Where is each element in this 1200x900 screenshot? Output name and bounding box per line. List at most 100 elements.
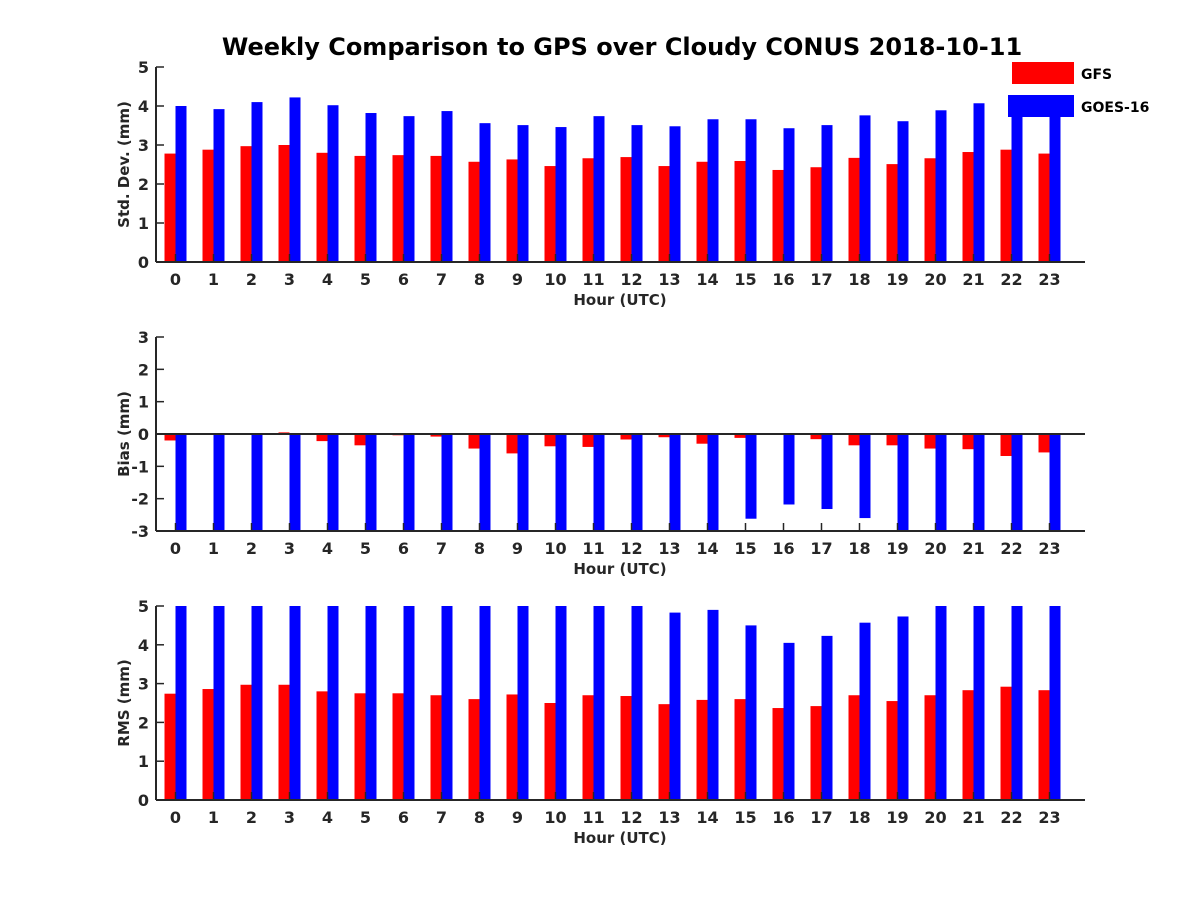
xtick-label-bias-1: 1	[208, 539, 219, 558]
bar-bias-gfs-10	[544, 434, 556, 447]
xtick-label-std-19: 19	[886, 270, 908, 289]
bar-std-goes-16-2	[251, 102, 263, 262]
bar-rms-goes-16-16	[783, 642, 795, 800]
xtick-label-rms-20: 20	[924, 808, 946, 827]
bar-std-gfs-10	[544, 166, 556, 262]
ytick-label-rms-1: 1	[138, 752, 149, 771]
bar-bias-gfs-15	[734, 434, 746, 438]
bar-rms-gfs-6	[392, 693, 404, 800]
bar-std-gfs-15	[734, 160, 746, 262]
bar-rms-goes-16-10	[555, 606, 567, 800]
bar-bias-goes-16-10	[555, 434, 567, 531]
bar-bias-gfs-18	[848, 434, 860, 446]
bar-rms-gfs-12	[620, 696, 632, 800]
xtick-label-bias-10: 10	[544, 539, 566, 558]
xtick-label-rms-6: 6	[398, 808, 409, 827]
bar-std-goes-16-0	[175, 106, 187, 262]
bar-bias-goes-16-9	[517, 434, 529, 531]
bar-std-gfs-14	[696, 161, 708, 262]
bar-bias-gfs-17	[810, 434, 822, 440]
bar-rms-goes-16-19	[897, 616, 909, 800]
xtick-label-rms-21: 21	[962, 808, 984, 827]
ytick-label-bias--3: -3	[131, 522, 149, 541]
bar-rms-gfs-22	[1000, 686, 1012, 800]
xtick-label-rms-12: 12	[620, 808, 642, 827]
xtick-label-std-3: 3	[284, 270, 295, 289]
xtick-label-bias-16: 16	[772, 539, 794, 558]
bar-bias-gfs-4	[316, 434, 328, 442]
bar-rms-gfs-23	[1038, 690, 1050, 800]
xtick-label-rms-11: 11	[582, 808, 604, 827]
bar-rms-goes-16-21	[973, 606, 985, 800]
xtick-label-bias-5: 5	[360, 539, 371, 558]
xtick-label-std-13: 13	[658, 270, 680, 289]
bar-rms-gfs-7	[430, 695, 442, 800]
xtick-label-rms-7: 7	[436, 808, 447, 827]
bar-std-gfs-22	[1000, 149, 1012, 262]
xtick-label-bias-19: 19	[886, 539, 908, 558]
bar-rms-gfs-20	[924, 695, 936, 800]
ytick-label-bias--1: -1	[131, 457, 149, 476]
bar-bias-goes-16-14	[707, 434, 719, 531]
ytick-label-rms-4: 4	[138, 636, 149, 655]
xtick-label-std-0: 0	[170, 270, 181, 289]
ytick-label-std-2: 2	[138, 175, 149, 194]
bar-std-gfs-3	[278, 145, 290, 262]
bar-std-goes-16-3	[289, 97, 301, 262]
xtick-label-bias-23: 23	[1038, 539, 1060, 558]
bar-std-goes-16-21	[973, 103, 985, 263]
bar-std-goes-16-7	[441, 111, 453, 262]
bar-std-goes-16-11	[593, 116, 605, 262]
xtick-label-std-21: 21	[962, 270, 984, 289]
bar-std-gfs-23	[1038, 153, 1050, 262]
bar-bias-gfs-7	[430, 434, 442, 437]
xtick-label-rms-18: 18	[848, 808, 870, 827]
bar-std-gfs-17	[810, 167, 822, 262]
bar-std-goes-16-1	[213, 109, 225, 263]
bar-bias-goes-16-12	[631, 434, 643, 531]
bar-bias-goes-16-21	[973, 434, 985, 531]
bar-rms-goes-16-2	[251, 606, 263, 800]
bar-bias-goes-16-8	[479, 434, 491, 531]
bar-rms-goes-16-1	[213, 606, 225, 800]
bar-rms-goes-16-0	[175, 606, 187, 800]
bar-std-goes-16-6	[403, 116, 415, 262]
bar-bias-goes-16-1	[213, 434, 225, 531]
xtick-label-std-23: 23	[1038, 270, 1060, 289]
bar-bias-goes-16-23	[1049, 434, 1061, 531]
bar-rms-gfs-1	[202, 689, 214, 800]
xtick-label-bias-6: 6	[398, 539, 409, 558]
xtick-label-rms-4: 4	[322, 808, 333, 827]
bar-std-goes-16-20	[935, 110, 947, 262]
bar-bias-goes-16-13	[669, 434, 681, 531]
bar-std-gfs-1	[202, 149, 214, 262]
xtick-label-std-1: 1	[208, 270, 219, 289]
legend-label-gfs: GFS	[1081, 67, 1112, 83]
xtick-label-bias-12: 12	[620, 539, 642, 558]
ytick-label-rms-0: 0	[138, 791, 149, 810]
xtick-label-std-10: 10	[544, 270, 566, 289]
ytick-label-bias-3: 3	[138, 328, 149, 347]
bar-std-gfs-8	[468, 161, 480, 262]
bar-rms-goes-16-9	[517, 606, 529, 800]
bar-rms-goes-16-12	[631, 606, 643, 800]
bar-std-gfs-4	[316, 152, 328, 262]
bar-rms-gfs-17	[810, 706, 822, 800]
xtick-label-std-9: 9	[512, 270, 523, 289]
chart-title: Weekly Comparison to GPS over Cloudy CON…	[222, 33, 1022, 61]
xtick-label-bias-11: 11	[582, 539, 604, 558]
xtick-label-rms-23: 23	[1038, 808, 1060, 827]
bar-std-goes-16-10	[555, 127, 567, 262]
xtick-label-bias-15: 15	[734, 539, 756, 558]
bar-std-gfs-5	[354, 155, 366, 262]
bar-bias-gfs-20	[924, 434, 936, 449]
bar-bias-gfs-12	[620, 434, 632, 440]
xtick-label-bias-21: 21	[962, 539, 984, 558]
xtick-label-rms-2: 2	[246, 808, 257, 827]
bar-std-goes-16-15	[745, 119, 757, 262]
bar-rms-goes-16-17	[821, 635, 833, 800]
xtick-label-bias-13: 13	[658, 539, 680, 558]
bar-rms-gfs-9	[506, 694, 518, 800]
